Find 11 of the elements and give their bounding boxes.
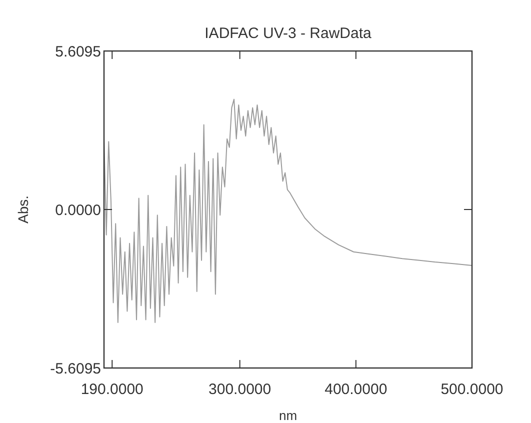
x-tick-label: 190.0000 — [80, 381, 144, 398]
y-tick-label: 5.6095 — [55, 43, 101, 60]
x-tick-label: 300.0000 — [208, 381, 272, 398]
x-tick-label: 400.0000 — [324, 381, 388, 398]
x-tick-label: 500.0000 — [440, 381, 504, 398]
y-axis-title: Abs. — [15, 195, 31, 224]
line-series — [104, 98, 472, 324]
x-axis-title: nm — [278, 408, 298, 423]
y-tick-label: 0.0000 — [55, 202, 101, 219]
y-tick-label: -5.6095 — [50, 360, 101, 378]
chart-title: IADFAC UV-3 - RawData — [204, 25, 372, 42]
